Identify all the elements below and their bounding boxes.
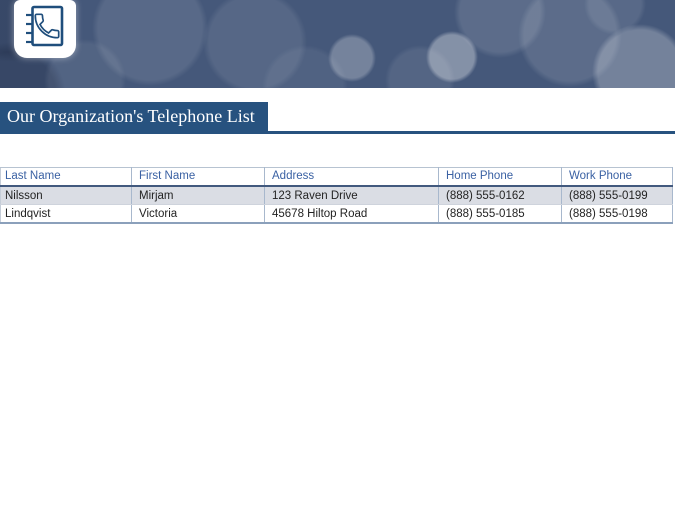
column-header-home-phone: Home Phone	[438, 167, 562, 187]
column-header-work-phone: Work Phone	[561, 167, 673, 187]
header-row: Last Name First Name Address Home Phone …	[0, 167, 673, 187]
cell-home-phone: (888) 555-0185	[438, 204, 562, 223]
title-rule	[0, 131, 675, 134]
cell-last-name: Lindqvist	[5, 207, 51, 220]
page-title: Our Organization's Telephone List	[0, 102, 268, 131]
cell-address: 45678 Hiltop Road	[264, 204, 439, 223]
column-header-last-name: Last Name	[0, 167, 132, 187]
column-header-address: Address	[264, 167, 439, 187]
cell-work-phone: (888) 555-0199	[561, 186, 673, 205]
table-row: Lindqvist Victoria 45678 Hiltop Road (88…	[1, 204, 673, 223]
table-row: Nilsson Mirjam 123 Raven Drive (888) 555…	[0, 186, 673, 205]
telephone-table: Last Name First Name Address Home Phone …	[0, 167, 673, 224]
address-book-phone-icon	[26, 5, 64, 47]
banner	[0, 0, 675, 88]
cell-first-name: Mirjam	[131, 186, 265, 205]
title-section: Our Organization's Telephone List	[0, 102, 675, 134]
icon-box	[14, 0, 76, 58]
cell-home-phone: (888) 555-0162	[438, 186, 562, 205]
column-header-first-name: First Name	[131, 167, 265, 187]
cell-work-phone: (888) 555-0198	[561, 204, 673, 223]
cell-last-name: Nilsson	[0, 186, 132, 205]
cell-address: 123 Raven Drive	[264, 186, 439, 205]
telephone-list-page: Our Organization's Telephone List Last N…	[0, 0, 675, 224]
cell-first-name: Victoria	[131, 204, 265, 223]
